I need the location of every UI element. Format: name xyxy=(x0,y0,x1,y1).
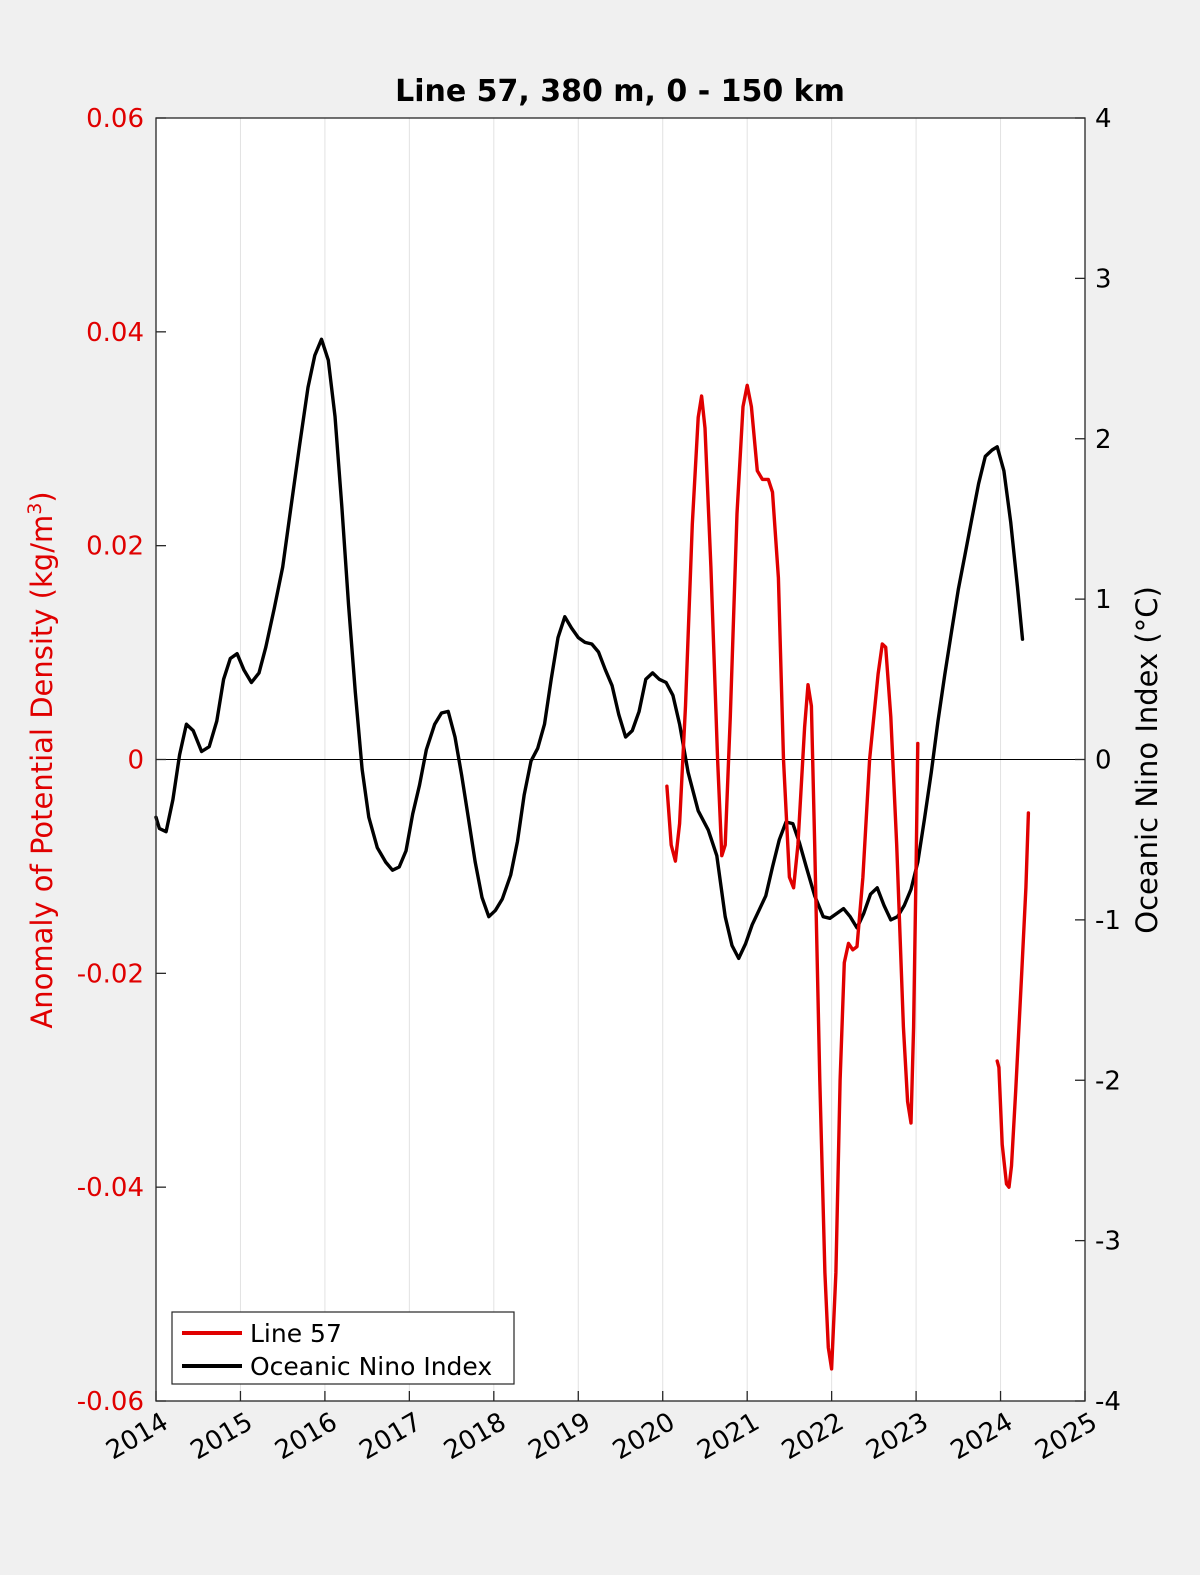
y-right-tick-label: 1 xyxy=(1095,585,1112,615)
x-tick-label: 2015 xyxy=(186,1407,258,1466)
series-line-line57-segment-2 xyxy=(995,811,1031,1189)
legend-label-oni: Oceanic Nino Index xyxy=(250,1352,492,1381)
y-right-tick-label: -4 xyxy=(1095,1387,1121,1417)
x-tick-label: 2020 xyxy=(608,1407,680,1466)
y-left-tick-label: -0.06 xyxy=(77,1387,144,1417)
x-tick-label: 2024 xyxy=(946,1407,1018,1466)
series-line-line57-segment-1 xyxy=(665,383,920,1371)
y-right-tick-label: 3 xyxy=(1095,264,1112,294)
y-axis-left-label-main: Anomaly of Potential Density (kg/m xyxy=(25,515,59,1029)
y-right-tick-label: 0 xyxy=(1095,746,1112,776)
y-axis-left-label-sup: 3 xyxy=(24,503,46,515)
x-tick-label: 2021 xyxy=(692,1407,764,1466)
legend: Line 57 Oceanic Nino Index xyxy=(171,1311,515,1385)
x-tick-label: 2016 xyxy=(270,1407,342,1466)
y-right-tick-label: -1 xyxy=(1095,906,1121,936)
x-tick-label: 2018 xyxy=(439,1407,511,1466)
y-right-tick-label: 2 xyxy=(1095,425,1112,455)
x-tick-label: 2019 xyxy=(523,1407,595,1466)
y-left-tick-label: -0.04 xyxy=(77,1173,144,1203)
y-left-tick-label: 0 xyxy=(127,746,144,776)
y-left-tick-label: -0.02 xyxy=(77,959,144,989)
y-left-tick-label: 0.06 xyxy=(86,104,144,134)
y-axis-left-label-end: ) xyxy=(25,491,59,502)
chart-title: Line 57, 380 m, 0 - 150 km xyxy=(395,74,845,109)
series-line-oni xyxy=(154,337,1025,961)
x-tick-label: 2017 xyxy=(355,1407,427,1466)
x-tick-label: 2023 xyxy=(861,1407,933,1466)
legend-label-line57: Line 57 xyxy=(250,1319,342,1348)
legend-box xyxy=(171,1311,515,1385)
series-layer xyxy=(154,337,1031,1371)
y-left-tick-label: 0.04 xyxy=(86,318,144,348)
x-tick-label: 2022 xyxy=(777,1407,849,1466)
y-axis-left-label: Anomaly of Potential Density (kg/m3) xyxy=(24,491,59,1028)
y-left-tick-label: 0.02 xyxy=(86,532,144,562)
y-right-tick-label: 4 xyxy=(1095,104,1112,134)
x-tick-label: 2025 xyxy=(1030,1407,1102,1466)
y-right-tick-label: -2 xyxy=(1095,1066,1121,1096)
y-right-tick-label: -3 xyxy=(1095,1227,1121,1257)
y-axis-right-label: Oceanic Nino Index (°C) xyxy=(1130,586,1164,934)
